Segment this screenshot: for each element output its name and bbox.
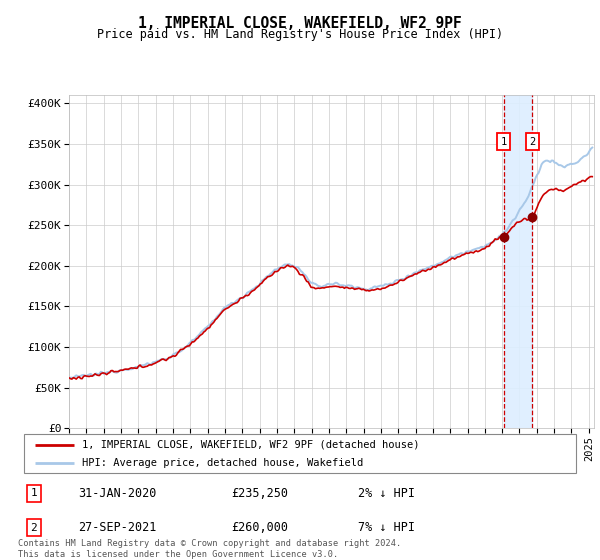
Text: Price paid vs. HM Land Registry's House Price Index (HPI): Price paid vs. HM Land Registry's House … [97, 28, 503, 41]
Text: 7% ↓ HPI: 7% ↓ HPI [358, 521, 415, 534]
Text: 2% ↓ HPI: 2% ↓ HPI [358, 487, 415, 500]
Text: 2: 2 [529, 137, 535, 147]
Text: HPI: Average price, detached house, Wakefield: HPI: Average price, detached house, Wake… [82, 458, 363, 468]
Text: £260,000: £260,000 [231, 521, 288, 534]
Text: 1: 1 [500, 137, 506, 147]
Bar [503, 95, 532, 428]
Text: 2: 2 [31, 523, 37, 533]
Text: 1: 1 [31, 488, 37, 498]
Text: 27-SEP-2021: 27-SEP-2021 [78, 521, 157, 534]
Text: 1, IMPERIAL CLOSE, WAKEFIELD, WF2 9PF: 1, IMPERIAL CLOSE, WAKEFIELD, WF2 9PF [138, 16, 462, 31]
Text: 31-JAN-2020: 31-JAN-2020 [78, 487, 157, 500]
FancyBboxPatch shape [24, 434, 576, 473]
Text: 1, IMPERIAL CLOSE, WAKEFIELD, WF2 9PF (detached house): 1, IMPERIAL CLOSE, WAKEFIELD, WF2 9PF (d… [82, 440, 419, 450]
Text: £235,250: £235,250 [231, 487, 288, 500]
Text: Contains HM Land Registry data © Crown copyright and database right 2024.
This d: Contains HM Land Registry data © Crown c… [18, 539, 401, 559]
